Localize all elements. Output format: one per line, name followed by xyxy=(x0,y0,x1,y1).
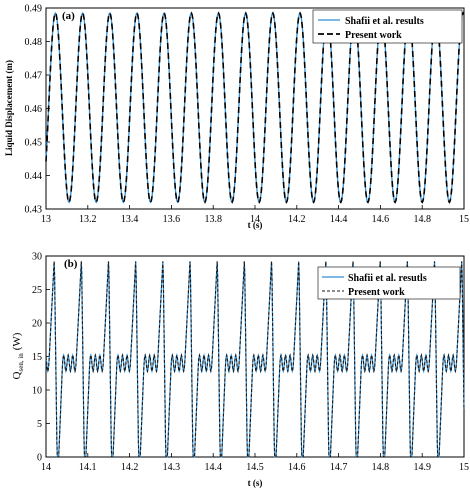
legend-a-box xyxy=(312,9,463,44)
y-tick-label-b: 15 xyxy=(32,352,42,363)
x-tick-label-b: 14.3 xyxy=(163,462,181,473)
ylabel-b-main: Q xyxy=(11,371,23,379)
ylabel-b-sub: sen, in xyxy=(17,353,25,372)
x-tick-label-a: 14.8 xyxy=(413,214,431,225)
legend-b-present: Present work xyxy=(348,287,405,298)
y-tick-label-b: 25 xyxy=(32,285,42,296)
x-tick-label-b: 14.6 xyxy=(288,462,306,473)
y-tick-label-a: 0.45 xyxy=(25,138,43,149)
y-tick-label-b: 5 xyxy=(37,419,42,430)
x-tick-label-b: 14 xyxy=(41,462,51,473)
y-tick-label-a: 0.46 xyxy=(25,104,43,115)
legend-b-box xyxy=(317,266,461,300)
x-tick-label-a: 15 xyxy=(459,214,469,225)
y-tick-label-a: 0.43 xyxy=(25,205,43,216)
x-tick-label-a: 14.2 xyxy=(288,214,306,225)
x-tick-label-b: 14.4 xyxy=(204,462,222,473)
panel-label-a: (a) xyxy=(62,10,75,22)
legend-b: Shafii et al. resutls Present work xyxy=(317,266,461,300)
y-tick-label-a: 0.49 xyxy=(25,4,43,15)
ylabel-b: Qsen, in (W) xyxy=(11,332,25,379)
panel-label-b: (b) xyxy=(64,258,78,270)
x-tick-label-a: 14.4 xyxy=(330,214,348,225)
x-tick-label-a: 14 xyxy=(250,214,260,225)
x-tick-label-b: 15 xyxy=(459,462,469,473)
legend-a: Shafii et al. results Present work xyxy=(312,9,463,44)
legend-a-present: Present work xyxy=(345,30,402,41)
x-tick-label-b: 14.9 xyxy=(413,462,431,473)
ylabel-a: Liquid Displacement (m) xyxy=(4,60,14,156)
x-tick-label-a: 13.8 xyxy=(204,214,222,225)
x-tick-label-b: 14.5 xyxy=(246,462,264,473)
y-tick-label-b: 20 xyxy=(32,319,42,330)
panel-b: 14 14.1 14.2 14.3 14.4 14.5 14.6 14.7 14.8 14.9 15… xyxy=(11,252,469,489)
series-a-present xyxy=(45,11,465,204)
series-b-present xyxy=(45,261,465,458)
y-tick-label-b: 30 xyxy=(32,252,42,263)
legend-a-shafii: Shafii et al. results xyxy=(345,16,424,27)
y-tick-label-a: 0.48 xyxy=(25,37,43,48)
ticks-b: 14 14.1 14.2 14.3 14.4 14.5 14.6 14.7 14.8 14.9 15… xyxy=(32,252,469,474)
x-tick-label-b: 14.7 xyxy=(330,462,348,473)
y-tick-label-a: 0.47 xyxy=(25,71,43,82)
legend-b-shafii: Shafii et al. resutls xyxy=(348,273,427,284)
x-tick-label-b: 14.2 xyxy=(121,462,139,473)
x-tick-label-a: 13.2 xyxy=(79,214,97,225)
panel-a: 13 13.2 13.4 13.6 13.8 14 14.2 14.4 14.6 14.8 15 0.… xyxy=(4,4,469,231)
x-tick-label-a: 13 xyxy=(41,214,51,225)
x-tick-label-a: 13.4 xyxy=(121,214,139,225)
ylabel-b-unit: (W) xyxy=(11,332,23,350)
ticks-a: 13 13.2 13.4 13.6 13.8 14 14.2 14.4 14.6 14.8 15 0.… xyxy=(25,4,470,226)
xlabel-b: t (s) xyxy=(248,478,263,488)
x-tick-label-a: 14.6 xyxy=(372,214,390,225)
x-tick-label-b: 14.1 xyxy=(79,462,97,473)
y-tick-label-b: 0 xyxy=(37,453,42,464)
xlabel-a: t (s) xyxy=(248,220,263,230)
y-tick-label-a: 0.44 xyxy=(25,171,43,182)
y-tick-label-b: 10 xyxy=(32,386,42,397)
x-tick-label-b: 14.8 xyxy=(372,462,390,473)
x-tick-label-a: 13.6 xyxy=(163,214,181,225)
